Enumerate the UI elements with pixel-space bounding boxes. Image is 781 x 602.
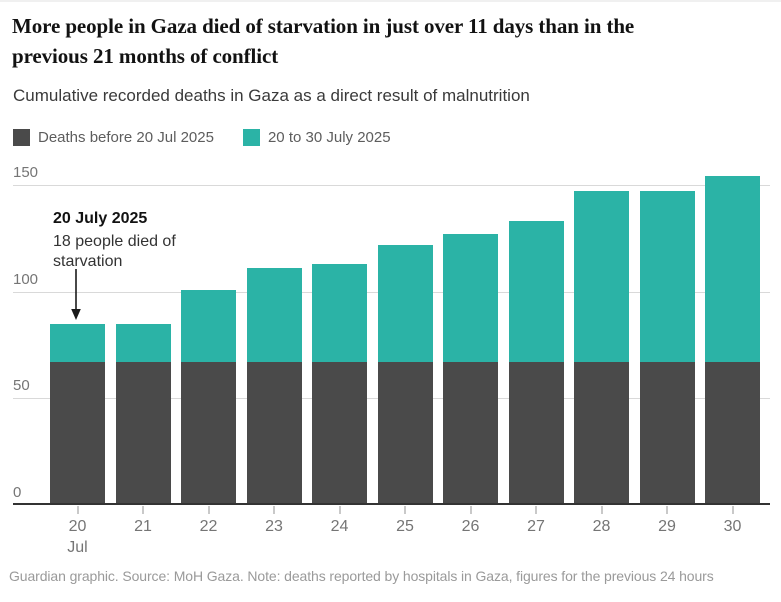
bar-jul-27: [508, 221, 564, 505]
x-axis-label-21: 21: [134, 518, 152, 535]
chart-title: More people in Gaza died of starvation i…: [12, 11, 634, 71]
x-axis-tick-20: [76, 506, 79, 514]
legend-label-after: 20 to 30 July 2025: [267, 129, 391, 146]
x-axis-tick-29: [666, 506, 668, 514]
bar-jul-24: [312, 263, 367, 505]
bar-jul-23: [246, 268, 302, 505]
bar-jul-22: [181, 289, 236, 505]
bar-segment-before-jul-25: [377, 362, 433, 505]
bar-jul-20: [50, 323, 105, 505]
x-axis-tick-28: [600, 506, 603, 514]
bar-segment-before-jul-29: [639, 362, 695, 505]
legend-item-after: 20 to 30 July 2025: [242, 129, 391, 146]
x-axis-label-23: 23: [265, 518, 283, 535]
x-axis-tick-26: [469, 506, 472, 514]
annotation-line-1: 18 people died of: [53, 233, 176, 250]
x-axis-label-20: 20 Jul: [67, 518, 88, 556]
bar-segment-after-jul-27: [508, 221, 564, 363]
bar-segment-before-jul-28: [574, 362, 629, 505]
x-axis-line: [13, 503, 770, 505]
x-axis-label-25: 25: [396, 518, 414, 535]
x-axis-tick-24: [338, 506, 341, 514]
x-axis-tick-30: [731, 506, 734, 514]
annotation-arrow-icon: [71, 269, 81, 320]
x-axis-tick-27: [535, 506, 537, 514]
x-axis-month-label: Jul: [67, 539, 88, 556]
source-note: Guardian graphic. Source: MoH Gaza. Note…: [9, 568, 714, 584]
x-axis-label-28: 28: [592, 518, 611, 535]
x-axis-tick-22: [207, 506, 210, 514]
y-axis-label-100: 100: [13, 270, 39, 288]
bar-segment-after-jul-22: [181, 289, 236, 363]
bar-segment-after-jul-20: [50, 323, 105, 363]
bar-segment-after-jul-28: [574, 191, 629, 363]
x-axis-label-30: 30: [723, 518, 742, 535]
y-axis-label-50: 50: [13, 377, 30, 395]
y-axis-label-0: 0: [13, 484, 22, 501]
chart-title-line-2: previous 21 months of conflict: [12, 44, 279, 68]
annotation-20-july: 20 July 2025 18 people died of starvatio…: [53, 209, 176, 272]
chart-title-line-1: More people in Gaza died of starvation i…: [12, 14, 635, 38]
legend: Deaths before 20 Jul 2025 20 to 30 July …: [13, 129, 391, 146]
x-axis-label-29: 29: [658, 518, 676, 535]
chart-subtitle: Cumulative recorded deaths in Gaza as a …: [13, 86, 530, 105]
annotation-title: 20 July 2025: [53, 210, 148, 227]
bar-segment-before-jul-20: [50, 362, 105, 505]
bar-segment-after-jul-26: [443, 234, 498, 363]
annotation-line-2: starvation: [53, 253, 123, 270]
bar-segment-before-jul-27: [508, 362, 564, 505]
legend-swatch-after: [242, 129, 260, 146]
x-axis-label-24: 24: [330, 518, 349, 535]
legend-label-before: Deaths before 20 Jul 2025: [38, 129, 214, 146]
bar-jul-26: [443, 234, 498, 505]
bar-segment-after-jul-25: [377, 244, 433, 363]
bar-segment-before-jul-21: [115, 362, 171, 505]
bar-segment-after-jul-30: [705, 176, 760, 363]
plot-area: 20 July 2025 18 people died of starvatio…: [13, 164, 770, 556]
bar-segment-before-jul-23: [246, 362, 302, 505]
bar-jul-29: [639, 191, 695, 505]
bar-segment-before-jul-24: [312, 362, 367, 505]
x-axis-tick-25: [404, 506, 406, 514]
bar-segment-before-jul-30: [705, 362, 760, 505]
bar-jul-30: [705, 176, 760, 505]
bar-jul-21: [115, 323, 171, 505]
x-axis-label-22: 22: [199, 518, 218, 535]
bar-segment-after-jul-29: [639, 191, 695, 363]
gridline-150: [13, 185, 770, 186]
legend-swatch-before: [13, 129, 30, 146]
bar-segment-before-jul-22: [181, 362, 236, 505]
x-axis-tick-21: [142, 506, 144, 514]
x-axis-tick-23: [273, 506, 275, 514]
bar-segment-after-jul-24: [312, 263, 367, 363]
legend-item-before: Deaths before 20 Jul 2025: [13, 129, 214, 146]
bar-segment-after-jul-23: [246, 268, 302, 363]
x-axis-label-26: 26: [461, 518, 480, 535]
bar-jul-28: [574, 191, 629, 505]
bar-segment-after-jul-21: [115, 323, 171, 363]
bar-jul-25: [377, 244, 433, 505]
x-axis-label-27: 27: [527, 518, 545, 535]
y-axis-label-150: 150: [13, 164, 39, 181]
bar-segment-before-jul-26: [443, 362, 498, 505]
